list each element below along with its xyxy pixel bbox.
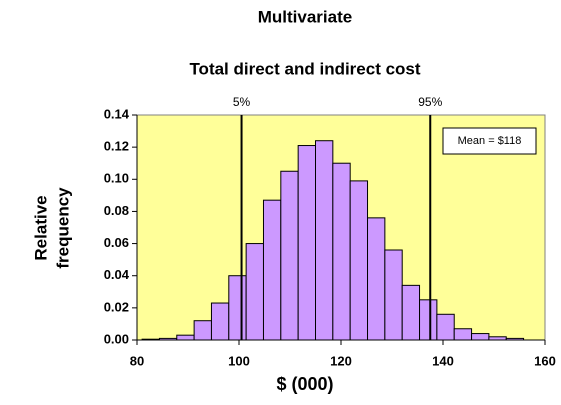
x-tick-label: 120 [330,353,352,368]
y-axis-label: Relative [31,195,50,260]
bar [471,333,490,341]
bar [228,275,247,341]
y-axis-label: frequency [53,187,72,269]
bar [367,217,386,341]
bar [384,249,403,341]
y-tick-label: 0.04 [104,267,130,282]
y-tick-label: 0.00 [104,331,129,346]
chart-title: Multivariate [258,7,352,26]
bar [453,328,473,341]
bar [419,299,438,341]
x-tick-label: 100 [228,353,250,368]
y-tick-label: 0.06 [104,235,129,250]
bar [245,243,264,341]
bar [297,145,317,341]
bar [349,180,369,341]
y-tick-label: 0.02 [104,299,129,314]
bar [436,313,455,341]
reference-label: 95% [418,95,442,109]
annotation-box [442,127,537,155]
y-tick-label: 0.14 [104,106,130,121]
bar [332,162,351,341]
y-tick-label: 0.08 [104,203,129,218]
bar [262,199,282,341]
y-tick-label: 0.12 [104,139,129,154]
reference-label: 5% [233,95,251,109]
bar [280,170,299,341]
y-tick-label: 0.10 [104,171,129,186]
annotation: Mean = $118 [458,135,522,147]
bar [193,320,212,341]
bar [176,334,195,341]
chart-subtitle: Total direct and indirect cost [189,59,420,78]
bar [401,284,421,341]
bar [210,302,230,341]
x-tick-label: 140 [432,353,454,368]
x-tick-label: 160 [534,353,556,368]
bar [315,140,334,341]
x-tick-label: 80 [130,353,144,368]
x-axis-label: $ (000) [276,374,333,394]
